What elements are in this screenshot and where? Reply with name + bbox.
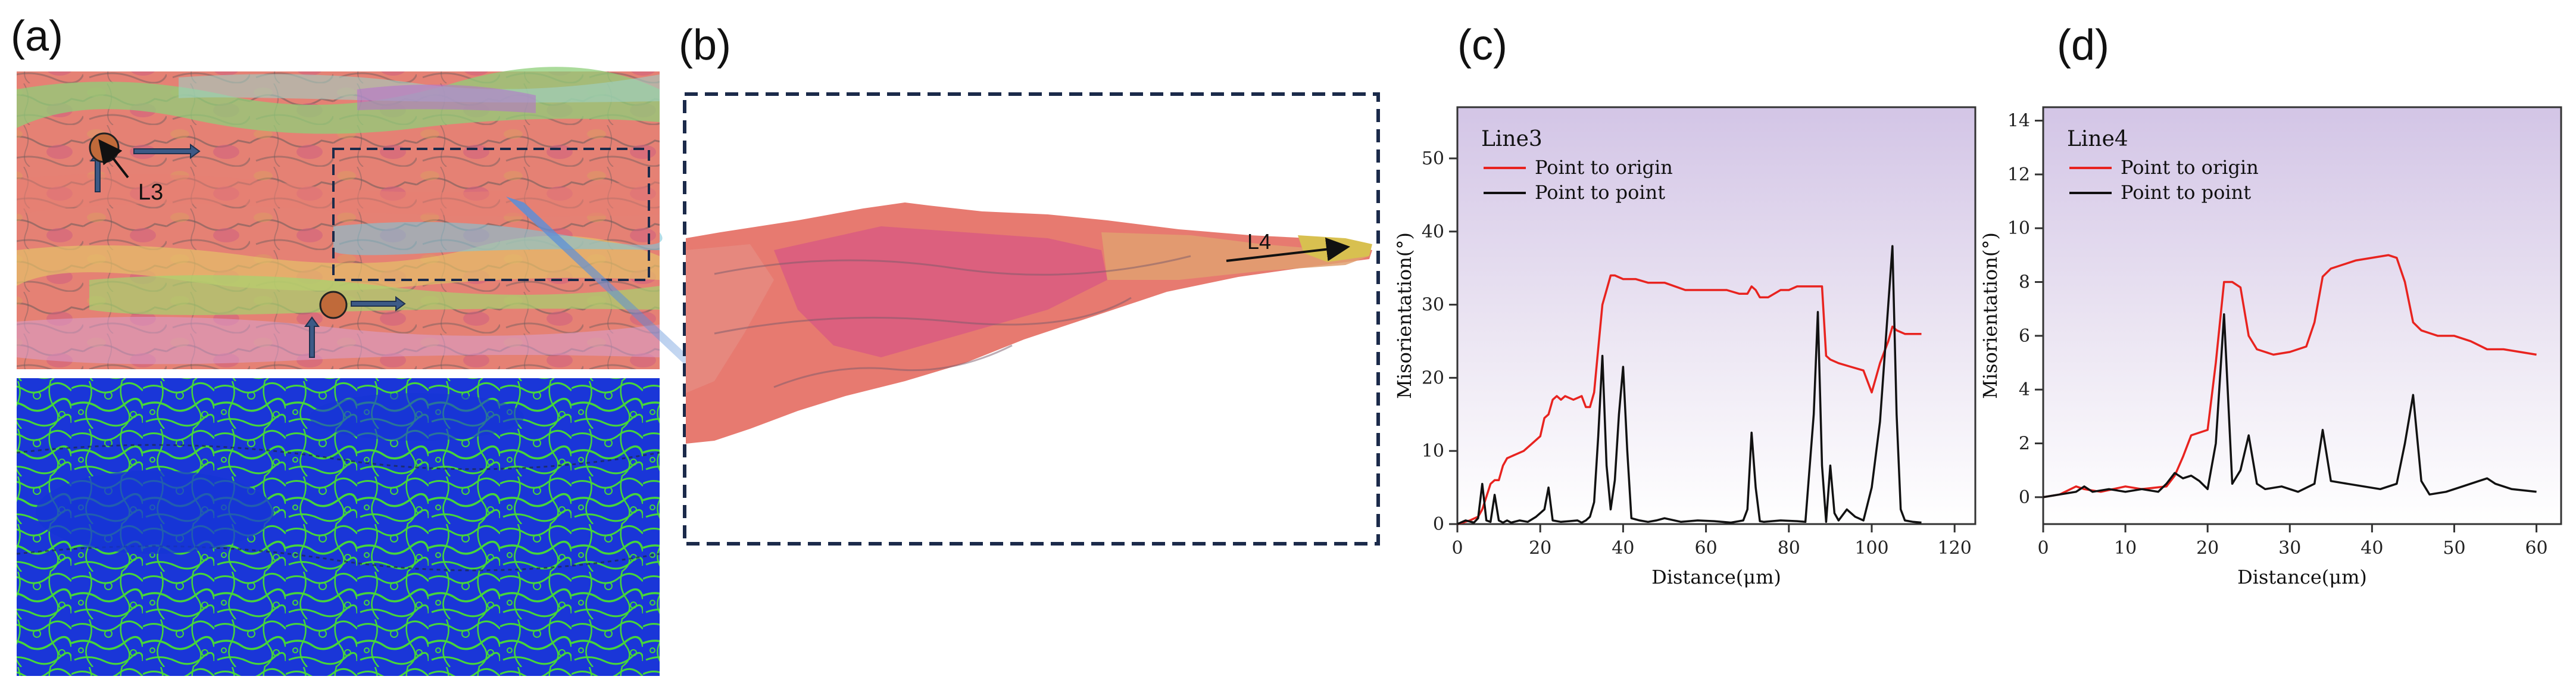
- chart-d-ytick-label: 12: [2007, 164, 2030, 185]
- panel-b: (b) L4: [679, 21, 1380, 546]
- chart-d-ytick-label: 2: [2019, 434, 2030, 454]
- roi-box-a: [332, 148, 650, 281]
- grain-marker-a2: [319, 291, 348, 319]
- chart-d-ytick-label: 4: [2019, 379, 2030, 400]
- chart-c-series-point-to-origin-line: [1457, 274, 1922, 525]
- chart-d-ytick-label: 0: [2019, 487, 2030, 508]
- panel-a: (a) L3: [11, 13, 702, 676]
- chart-d-ytick-label: 14: [2007, 111, 2030, 132]
- chart-d-series-point-to-origin-line: [2043, 254, 2537, 498]
- chart-c-ytick-label: 20: [1422, 367, 1444, 388]
- chart-d-xtick-label: 10: [2114, 538, 2137, 559]
- line-l4-arrow: [1226, 237, 1350, 262]
- chart-c-ytick-label: 30: [1422, 295, 1444, 316]
- chart-c-xlabel: Distance(μm): [1651, 566, 1781, 588]
- chart-d-ytick-label: 8: [2019, 272, 2030, 293]
- chart-c-legend-label: Point to point: [1535, 181, 1665, 204]
- chart-d-ytick-label: 6: [2019, 326, 2030, 347]
- chart-d-xtick-label: 30: [2278, 538, 2301, 559]
- line-l3-arrow: [98, 139, 129, 179]
- panel-b-label: (b): [679, 21, 731, 69]
- panel-d: (d) 0 10 20 30 40 50 60 0 2 4 6 8 10 12 14 Distance(μm)…: [1979, 21, 2562, 588]
- chart-d-title: Line4: [2067, 127, 2128, 151]
- chart-c-series-point-to-point-line: [1457, 245, 1922, 525]
- chart-c-legend-label: Point to origin: [1535, 156, 1673, 179]
- chart-d-xtick-label: 50: [2443, 538, 2465, 559]
- marker-label-l3: L3: [138, 180, 163, 205]
- chart-c-ylabel: Misorientation(°): [1393, 232, 1416, 399]
- chart-d-legend-label: Point to point: [2121, 181, 2251, 204]
- chart-d-ytick-label: 10: [2007, 218, 2030, 239]
- chart-c-xtick-label: 100: [1854, 538, 1888, 559]
- chart-d-xtick-label: 60: [2525, 538, 2547, 559]
- chart-c-title: Line3: [1481, 127, 1543, 151]
- marker-label-l4: L4: [1247, 229, 1271, 254]
- chart-c-xtick-label: 40: [1612, 538, 1634, 559]
- panel-a-label: (a): [11, 13, 63, 60]
- chart-d-plot-area: [2042, 106, 2562, 525]
- ipf-map-a: L3: [17, 67, 663, 369]
- chart-d-xtick-label: 40: [2360, 538, 2383, 559]
- chart-c-ytick-label: 0: [1433, 514, 1444, 535]
- panel-c: (c) 0 20 40 60 80 100 120 0 10 20 30 40 50 Distance(μ…: [1393, 21, 1977, 588]
- chart-d-xtick-label: 20: [2196, 538, 2219, 559]
- chart-c-ytick-label: 50: [1422, 148, 1444, 169]
- chart-c-ytick-label: 10: [1422, 441, 1444, 462]
- chart-d-ylabel: Misorientation(°): [1979, 232, 2002, 399]
- chart-c-xtick-label: 120: [1938, 538, 1972, 559]
- kam-map-a: [16, 378, 660, 676]
- chart-d-series-point-to-point-line: [2043, 313, 2537, 498]
- roi-box-b: [683, 92, 1380, 546]
- chart-c-xtick-label: 0: [1451, 538, 1463, 559]
- chart-c-plot-area: [1456, 106, 1977, 525]
- chart-d-xlabel: Distance(μm): [2237, 566, 2367, 588]
- chart-d-legend-label: Point to origin: [2121, 156, 2259, 179]
- zoom-projection: [506, 197, 702, 369]
- chart-c-ytick-label: 40: [1422, 222, 1444, 242]
- panel-c-label: (c): [1457, 21, 1507, 69]
- chart-c-xtick-label: 60: [1695, 538, 1718, 559]
- panel-d-label: (d): [2057, 21, 2109, 69]
- chart-c-xtick-label: 80: [1778, 538, 1800, 559]
- chart-d-xtick-label: 0: [2037, 538, 2049, 559]
- chart-c-xtick-label: 20: [1529, 538, 1551, 559]
- ipf-zoom-map-b: [686, 202, 1372, 444]
